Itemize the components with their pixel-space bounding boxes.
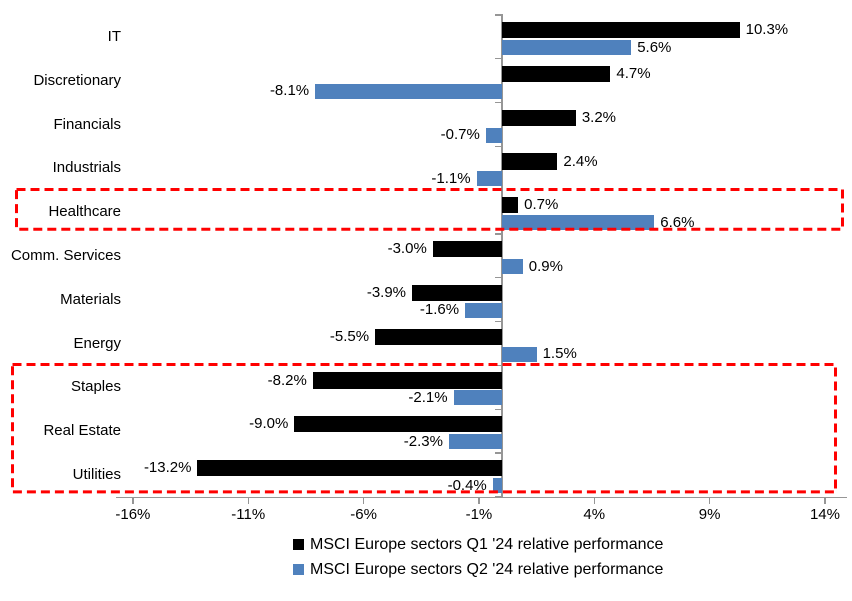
value-label-q1-utilities: -13.2% (143, 459, 192, 477)
category-label-staples: Staples (70, 378, 121, 396)
x-axis-tick-label-4: 4% (583, 505, 606, 523)
y-axis-tick (494, 145, 502, 148)
bar-q1-energy (375, 328, 502, 345)
bar-q2-utilities (492, 477, 502, 494)
value-label-q2-utilities: -0.4% (447, 476, 487, 494)
value-label-q1-real-estate: -9.0% (249, 415, 289, 433)
x-axis-tick-label-14: 14% (809, 505, 840, 523)
bar-q2-financials (485, 127, 502, 143)
y-axis-tick (494, 496, 502, 498)
legend-item-q2: MSCI Europe sectors Q2 '24 relative perf… (293, 561, 663, 578)
bar-q1-industrials (502, 153, 558, 170)
y-axis-tick (494, 408, 502, 410)
y-axis-tick (494, 14, 502, 16)
value-label-q1-healthcare: 0.7% (524, 196, 559, 214)
bar-q2-discretionary (315, 83, 502, 99)
bar-q2-real-estate (448, 434, 502, 450)
y-axis-tick (494, 364, 502, 367)
y-axis-tick (494, 233, 502, 235)
x-axis-tick (362, 496, 365, 504)
x-axis-tick-label-1: -1% (465, 505, 493, 523)
value-label-q1-discretionary: 4.7% (616, 64, 651, 82)
x-axis-tick (708, 496, 711, 504)
x-axis-tick-label-9: 9% (698, 505, 721, 523)
value-label-q2-comm-services: 0.9% (528, 257, 563, 275)
value-label-q2-real-estate: -2.3% (403, 432, 443, 450)
category-label-comm-services: Comm. Services (10, 247, 121, 264)
y-axis-tick (494, 58, 502, 60)
value-label-q2-materials: -1.6% (419, 301, 460, 319)
x-axis-tick (132, 496, 134, 504)
x-axis-tick-label-16: -16% (115, 505, 151, 523)
category-label-it: IT (107, 28, 121, 45)
bar-q2-staples (453, 390, 502, 406)
category-label-healthcare: Healthcare (48, 203, 121, 221)
legend-label-q1: MSCI Europe sectors Q1 '24 relative perf… (310, 535, 664, 553)
bar-q1-materials (412, 284, 502, 301)
value-label-q2-energy: 1.5% (542, 345, 577, 363)
x-axis-tick (478, 496, 480, 504)
bar-q1-healthcare (502, 197, 519, 214)
category-label-real-estate: Real Estate (43, 422, 121, 440)
category-label-industrials: Industrials (52, 159, 121, 177)
value-label-q1-it: 10.3% (745, 21, 789, 39)
value-label-q2-financials: -0.7% (440, 126, 480, 144)
bar-q2-materials (465, 302, 502, 318)
bar-q1-staples (312, 372, 502, 389)
bar-q2-industrials (476, 171, 502, 187)
x-axis-tick (593, 496, 595, 504)
legend-label-q2: MSCI Europe sectors Q2 '24 relative perf… (310, 560, 664, 578)
y-axis-tick (494, 189, 502, 191)
x-axis-tick-label-6: -6% (350, 505, 377, 523)
y-axis-tick (494, 101, 502, 104)
bar-q1-real-estate (294, 416, 502, 433)
category-label-financials: Financials (53, 115, 121, 133)
y-axis-tick (494, 320, 502, 323)
value-label-q2-staples: -2.1% (408, 388, 448, 406)
bar-q1-it (502, 22, 740, 39)
value-label-q1-staples: -8.2% (267, 371, 307, 389)
category-label-discretionary: Discretionary (33, 71, 121, 89)
y-axis-tick (494, 452, 502, 454)
bar-q1-utilities (197, 460, 502, 477)
bar-q2-healthcare (502, 215, 655, 231)
x-axis-tick-label-11: -11% (231, 505, 266, 523)
bar-q1-discretionary (502, 65, 611, 82)
bar-q2-comm-services (502, 258, 523, 275)
bar-q2-it (502, 39, 632, 56)
chart-legend: MSCI Europe sectors Q1 '24 relative perf… (293, 536, 663, 578)
x-axis-line (116, 496, 847, 499)
y-axis-tick (494, 277, 502, 279)
y-axis-line (501, 14, 503, 497)
bar-q1-financials (502, 109, 576, 126)
bar-q1-comm-services (432, 241, 502, 258)
value-label-q2-industrials: -1.1% (431, 169, 471, 187)
legend-item-q1: MSCI Europe sectors Q1 '24 relative perf… (293, 536, 663, 553)
value-label-q1-energy: -5.5% (329, 327, 370, 345)
value-label-q2-discretionary: -8.1% (269, 82, 310, 100)
legend-swatch-q1-icon (293, 539, 304, 550)
x-axis-tick (824, 496, 826, 504)
legend-swatch-q2-icon (293, 564, 304, 575)
value-label-q1-financials: 3.2% (581, 108, 617, 126)
x-axis-tick (247, 496, 249, 504)
value-label-q2-healthcare: 6.6% (660, 213, 695, 231)
value-label-q1-industrials: 2.4% (563, 152, 598, 170)
category-label-materials: Materials (60, 290, 121, 308)
value-label-q2-it: 5.6% (637, 38, 672, 56)
value-label-q1-comm-services: -3.0% (387, 240, 427, 258)
bar-q2-energy (502, 346, 537, 362)
category-label-energy: Energy (73, 334, 121, 352)
value-label-q1-materials: -3.9% (366, 283, 407, 301)
